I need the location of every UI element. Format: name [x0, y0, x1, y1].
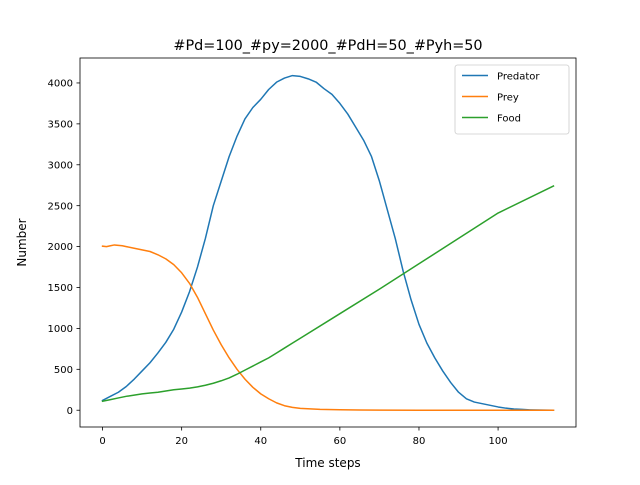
- y-tick-label: 4000: [48, 79, 73, 90]
- y-tick-label: 0: [67, 406, 73, 417]
- legend-label-prey: Prey: [497, 93, 519, 104]
- x-tick-label: 0: [99, 436, 105, 447]
- legend: Predator Prey Food: [454, 64, 570, 135]
- y-tick-label: 1000: [48, 324, 73, 335]
- y-tick-label: 2500: [48, 201, 73, 212]
- x-tick-label: 40: [254, 436, 267, 447]
- series-line-prey: [101, 244, 555, 411]
- plot-area: [101, 74, 555, 411]
- legend-label-food: Food: [497, 114, 521, 125]
- y-tick-label: 3500: [48, 119, 73, 130]
- series-line-predator: [101, 74, 555, 411]
- x-axis: 0 20 40 60 80 100: [99, 427, 508, 447]
- x-tick-label: 20: [175, 436, 188, 447]
- x-axis-label: Time steps: [294, 456, 360, 470]
- y-tick-label: 3000: [48, 160, 73, 171]
- series-line-food: [101, 185, 555, 403]
- x-tick-label: 100: [489, 436, 508, 447]
- x-tick-label: 60: [333, 436, 346, 447]
- legend-label-predator: Predator: [497, 72, 540, 83]
- y-axis: 0 500 1000 1500 2000 2500 3000 3500 4000: [48, 79, 80, 417]
- y-tick-label: 1500: [48, 283, 73, 294]
- y-axis-label: Number: [15, 218, 29, 266]
- y-tick-label: 2000: [48, 242, 73, 253]
- axes-frame: [79, 57, 577, 428]
- chart-title: #Pd=100_#py=2000_#PdH=50_#Pyh=50: [173, 38, 482, 54]
- x-tick-label: 80: [413, 436, 426, 447]
- y-tick-label: 500: [54, 365, 73, 376]
